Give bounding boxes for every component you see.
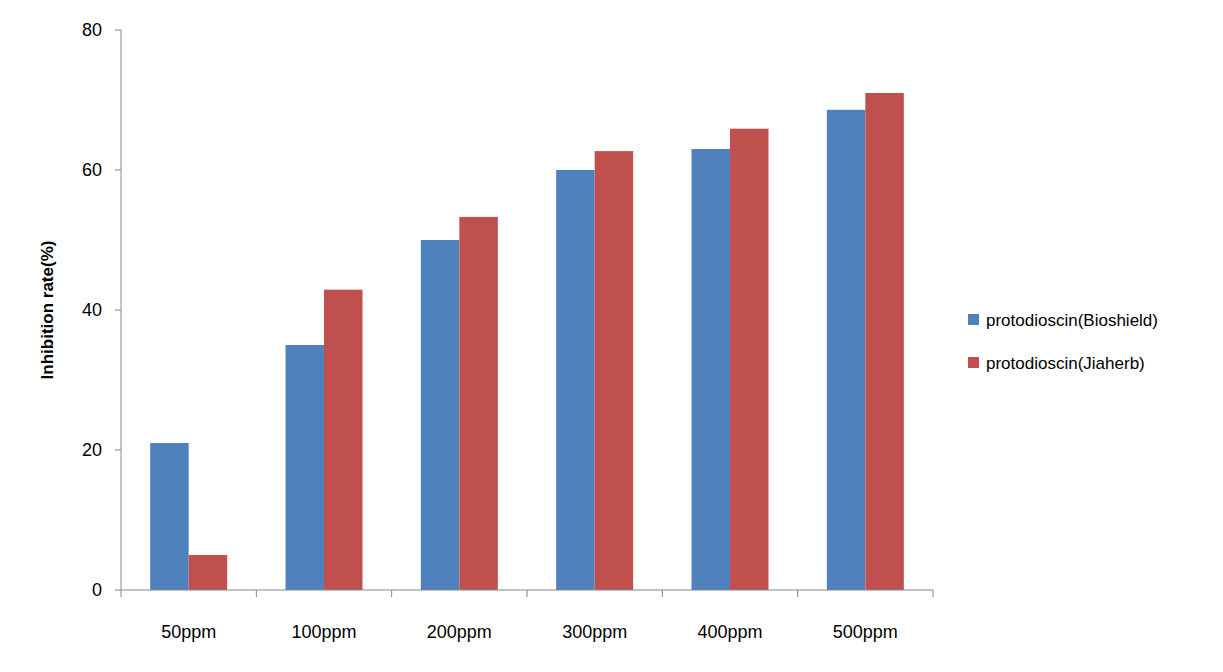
legend-swatch [968,314,979,325]
y-tick-label: 60 [82,160,102,180]
x-tick-label: 500ppm [833,622,898,642]
bar [556,170,595,590]
bar [459,217,498,590]
x-tick [256,590,257,597]
legend-label: protodioscin(Bioshield) [986,311,1158,330]
x-tick-label: 50ppm [161,622,216,642]
x-tick-label: 200ppm [427,622,492,642]
x-tick-label: 300ppm [562,622,627,642]
bars [150,93,904,590]
bar [150,443,189,590]
bar [421,240,460,590]
bar [286,345,325,590]
y-tick-label: 0 [92,580,102,600]
x-tick [797,590,798,597]
bar [189,555,228,590]
y-tick [115,170,121,171]
y-axis-label: Inhibition rate(%) [38,241,57,380]
y-tick-label: 20 [82,440,102,460]
x-tick-label: 100ppm [291,622,356,642]
x-tick-label: 400ppm [697,622,762,642]
y-tick [115,30,121,31]
y-tick-label: 40 [82,300,102,320]
bar [324,290,363,590]
x-tick [527,590,528,597]
bar [865,93,904,590]
legend-label: protodioscin(Jiaherb) [986,354,1145,373]
x-tick [391,590,392,597]
bar [827,110,866,590]
x-tick [933,590,934,597]
y-tick [115,450,121,451]
y-tick-label: 80 [82,20,102,40]
y-tick [115,310,121,311]
bar [730,129,769,590]
bar [692,149,731,590]
bar [595,151,634,590]
legend-swatch [968,357,979,368]
chart: 0 20 40 60 80 50ppm 100ppm 200ppm 300ppm 400ppm 50… [0,0,1223,672]
y-tick [115,590,121,591]
x-tick [662,590,663,597]
x-tick [121,590,122,597]
